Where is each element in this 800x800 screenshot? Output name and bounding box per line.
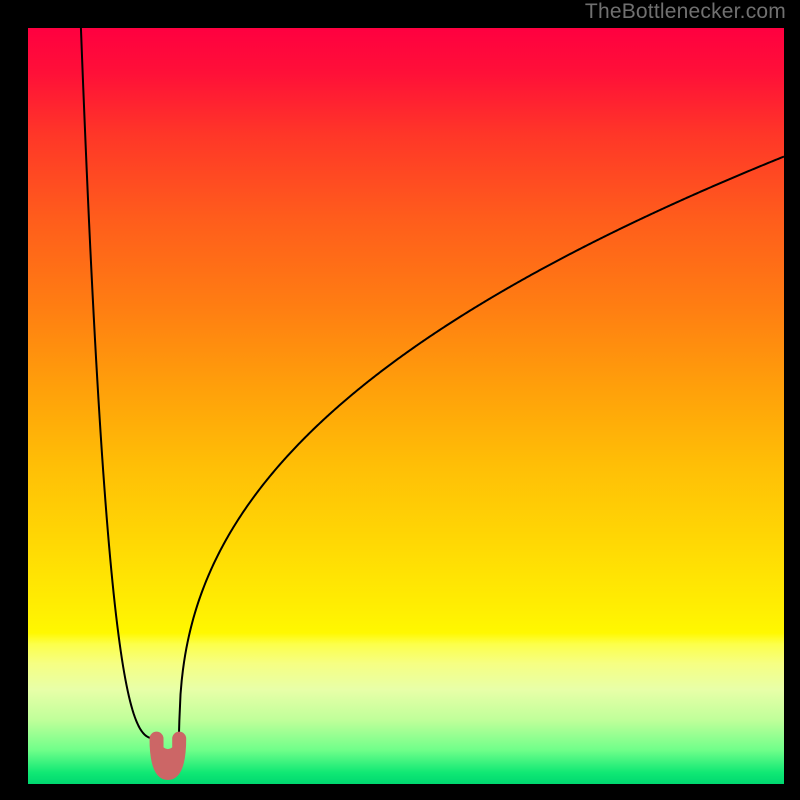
chart-container: TheBottlenecker.com: [0, 0, 800, 800]
marker-cap-left: [150, 732, 163, 745]
plot-area: [28, 28, 784, 784]
watermark-text: TheBottlenecker.com: [585, 0, 786, 24]
chart-svg: [28, 28, 784, 784]
marker-cap-right: [173, 732, 186, 745]
gradient-background: [28, 28, 784, 784]
